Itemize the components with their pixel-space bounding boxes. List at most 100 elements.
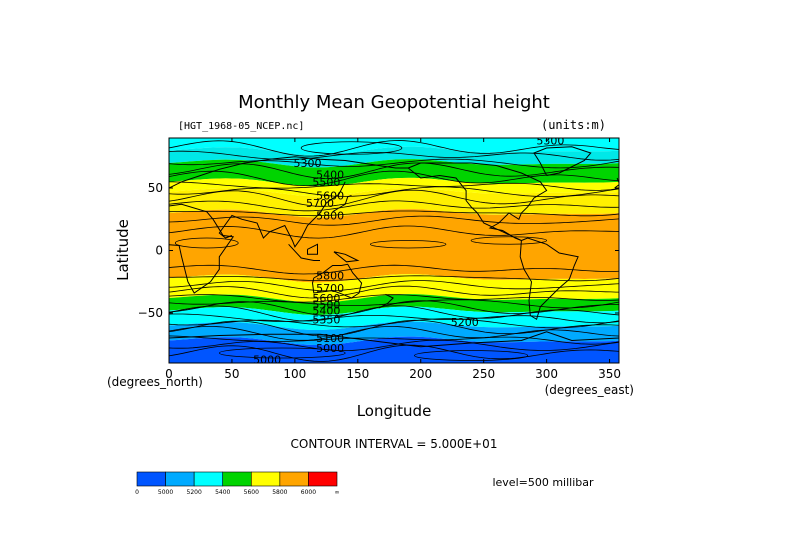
contour-line xyxy=(169,158,619,169)
coastline xyxy=(169,203,235,294)
contour-line xyxy=(169,275,619,282)
x-axis-label: Longitude xyxy=(357,402,432,420)
colorbar-tick-label: 5200 xyxy=(187,489,202,496)
contour-label: 5300 xyxy=(536,135,564,148)
coastline xyxy=(378,293,394,309)
contour-label: 5000 xyxy=(253,353,281,366)
y-tick-label: 50 xyxy=(148,181,163,195)
colorbar-swatch xyxy=(279,471,309,487)
contour-loop xyxy=(369,240,447,249)
contour-lines xyxy=(169,140,619,362)
contour-label: 5400 xyxy=(316,168,344,181)
contour-loop xyxy=(470,236,548,245)
contour-line xyxy=(169,264,619,275)
y-axis-ticks: 50 0 −50 xyxy=(138,181,619,320)
heatmap-band xyxy=(169,321,619,345)
contour-line xyxy=(169,326,619,341)
x-unit-label: (degrees_east) xyxy=(545,383,634,397)
chart-subtitle-left: [HGT_1968-05_NCEP.nc] xyxy=(178,121,304,132)
y-tick-label: 0 xyxy=(155,244,163,258)
contour-line xyxy=(169,339,619,351)
heatmap-band xyxy=(169,177,619,197)
contour-line xyxy=(169,215,619,226)
contour-label: 5500 xyxy=(312,298,340,311)
colorbar-tick-label: 5800 xyxy=(272,489,287,496)
contour-line xyxy=(169,335,619,345)
colorbar-swatch xyxy=(193,471,224,487)
coastline xyxy=(288,243,320,261)
contour-line xyxy=(169,150,619,161)
coastline xyxy=(218,181,346,248)
contour-line xyxy=(169,225,619,239)
coastline xyxy=(332,195,352,213)
colorbar-swatch xyxy=(250,471,281,487)
contour-line xyxy=(169,300,619,317)
contour-line xyxy=(169,280,619,292)
y-axis-label: Latitude xyxy=(114,219,132,281)
contour-label: 5800 xyxy=(316,210,344,223)
contour-line xyxy=(169,313,619,324)
y-tick-label: −50 xyxy=(138,306,163,320)
x-tick-label: 350 xyxy=(598,367,621,381)
colorbar-swatch xyxy=(308,471,338,487)
coastline xyxy=(333,251,360,263)
contour-label: 5700 xyxy=(316,282,344,295)
colorbar-tick-label: 5600 xyxy=(244,489,259,496)
colorbar-swatch xyxy=(165,471,195,487)
contour-line xyxy=(169,200,619,212)
contour-line xyxy=(169,210,619,217)
contour-label: 5000 xyxy=(316,342,344,355)
contour-loop xyxy=(300,141,403,155)
x-tick-label: 300 xyxy=(535,367,558,381)
colorbar-swatch xyxy=(136,471,166,487)
contour-label: 5700 xyxy=(306,197,334,210)
coastline xyxy=(307,243,318,255)
contour-label: 5400 xyxy=(312,305,340,318)
contour-label: 5100 xyxy=(316,332,344,345)
contour-loop xyxy=(414,350,529,361)
heatmap-band xyxy=(169,274,619,303)
contour-label: 5350 xyxy=(312,313,340,326)
contour-label: 5600 xyxy=(316,190,344,203)
contour-label: 5600 xyxy=(312,292,340,305)
x-axis-ticks: 0 50 100 150 200 250 300 350 xyxy=(165,138,621,381)
colorbar-tick-label: 5000 xyxy=(158,489,173,496)
coastlines xyxy=(169,146,619,348)
contour-loop xyxy=(218,347,346,359)
y-unit-label: (degrees_north) xyxy=(107,375,203,389)
x-tick-label: 50 xyxy=(224,367,239,381)
coastline xyxy=(169,331,619,348)
colorbar-tick-label: 5400 xyxy=(215,489,230,496)
coastline xyxy=(614,177,619,189)
x-tick-label: 150 xyxy=(346,367,369,381)
chart-subtitle-right: (units:m) xyxy=(541,118,606,132)
contour-loop xyxy=(174,237,239,249)
contour-label: 5300 xyxy=(293,157,321,170)
level-text: level=500 millibar xyxy=(492,476,594,489)
contour-labels: 5300540055005600570058005300580057005600… xyxy=(253,135,564,366)
coastline xyxy=(311,263,363,299)
colorbar-swatch xyxy=(222,471,252,487)
contour-line xyxy=(169,189,619,207)
colorbar-tick-label: ∞ xyxy=(335,489,340,496)
contour-label: 5800 xyxy=(316,270,344,283)
contour-line xyxy=(169,344,619,362)
x-tick-label: 200 xyxy=(409,367,432,381)
coastline xyxy=(519,237,579,321)
x-tick-label: 100 xyxy=(283,367,306,381)
heatmap-band xyxy=(169,187,619,218)
contour-line xyxy=(169,181,619,191)
heatmap-band xyxy=(169,159,619,187)
contour-interval-text: CONTOUR INTERVAL = 5.000E+01 xyxy=(291,437,498,451)
x-tick-label: 250 xyxy=(472,367,495,381)
contour-line xyxy=(169,305,619,322)
heatmap-band xyxy=(169,294,619,315)
heatmap-band xyxy=(169,138,619,155)
contour-label: 5500 xyxy=(312,176,340,189)
coastline xyxy=(407,162,548,241)
colorbar-tick-label: 6000 xyxy=(301,489,316,496)
heatmap-band xyxy=(169,209,619,283)
contour-label: 5200 xyxy=(451,316,479,329)
contour-line xyxy=(169,140,619,157)
